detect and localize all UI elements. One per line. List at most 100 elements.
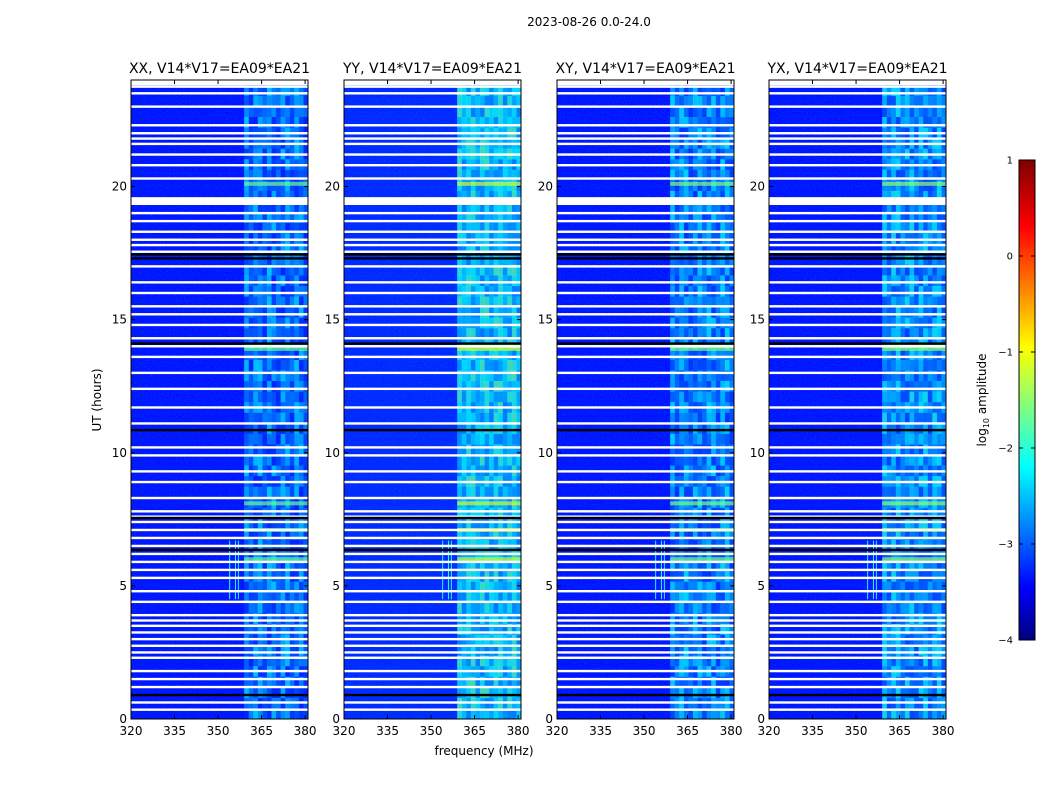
heatmap-cell: [294, 349, 300, 361]
heatmap-cell: [253, 254, 259, 266]
heatmap-cell: [900, 550, 906, 561]
heatmap-cell: [244, 307, 250, 318]
heatmap-cell: [248, 106, 254, 118]
heatmap-cell: [507, 676, 513, 688]
heatmap-cell: [498, 381, 504, 392]
heatmap-cell: [904, 285, 910, 297]
heatmap-cell: [891, 486, 897, 498]
heatmap-cell: [285, 328, 291, 340]
heatmap-cell: [679, 518, 685, 530]
flagged-row: [344, 470, 521, 473]
heatmap-cell: [516, 95, 522, 107]
flagged-row: [131, 281, 308, 284]
heatmap-cell: [248, 264, 254, 276]
heatmap-cell: [720, 550, 726, 561]
heatmap-cell: [507, 486, 513, 498]
heatmap-cell: [475, 560, 481, 572]
heatmap-cell: [670, 201, 676, 213]
heatmap-cell: [457, 307, 463, 318]
heatmap-cell: [475, 550, 481, 561]
heatmap-cell: [711, 433, 717, 445]
flagged-row: [344, 656, 521, 659]
heatmap-cell: [891, 296, 897, 308]
flagged-row: [557, 624, 734, 628]
heatmap-cell: [280, 201, 286, 213]
heatmap-cell: [886, 169, 892, 181]
heatmap-cell: [941, 264, 947, 276]
heatmap-cell: [914, 645, 919, 656]
heatmap-cell: [479, 243, 485, 255]
rfi-event: [670, 346, 734, 351]
heatmap-cell: [941, 370, 947, 382]
x-tick-label: 380: [294, 724, 317, 738]
heatmap-cell: [262, 391, 268, 403]
heatmap-cell: [276, 655, 281, 667]
rfi-event: [670, 557, 734, 562]
flagged-row: [131, 510, 308, 513]
flagged-row: [131, 177, 308, 180]
heatmap-cell: [276, 296, 281, 308]
heatmap-cell: [941, 169, 947, 181]
heatmap-cell: [457, 623, 463, 635]
heatmap-cell: [683, 106, 689, 118]
heatmap-cell: [470, 581, 476, 593]
heatmap-cell: [679, 550, 685, 561]
heatmap-cell: [461, 423, 467, 435]
heatmap-cell: [886, 391, 892, 403]
heatmap-cell: [479, 307, 485, 318]
heatmap-cell: [294, 85, 300, 97]
heatmap-cell: [475, 370, 481, 382]
heatmap-cell: [724, 296, 730, 308]
heatmap-cell: [886, 507, 892, 519]
flagged-row: [344, 92, 521, 95]
heatmap-cell: [502, 296, 508, 308]
flagged-row: [769, 637, 946, 641]
heatmap-cell: [932, 708, 938, 720]
heatmap-cell: [479, 433, 485, 445]
heatmap-cell: [891, 264, 897, 276]
heatmap-cell: [511, 254, 517, 266]
heatmap-cell: [688, 486, 694, 498]
heatmap-cell: [941, 623, 947, 635]
heatmap-cell: [466, 370, 472, 382]
heatmap-cell: [511, 423, 517, 435]
heatmap-cell: [475, 655, 481, 667]
heatmap-cell: [507, 433, 513, 445]
heatmap-cell: [923, 359, 929, 371]
heatmap-cell: [289, 571, 295, 583]
heatmap-cell: [729, 571, 735, 583]
heatmap-cell: [253, 581, 259, 593]
heatmap-cell: [909, 85, 915, 97]
heatmap-cell: [679, 243, 685, 255]
heatmap-cell: [493, 264, 499, 276]
heatmap-cell: [484, 708, 490, 720]
flagged-row: [131, 651, 308, 654]
heatmap-cell: [461, 349, 467, 361]
flagged-row: [769, 669, 946, 673]
flagged-row: [557, 470, 734, 473]
heatmap-cell: [941, 190, 947, 202]
heatmap-cell: [470, 285, 476, 297]
heatmap-cell: [923, 201, 929, 213]
heatmap-cell: [298, 412, 304, 424]
heatmap-cell: [253, 423, 259, 435]
heatmap-cell: [516, 518, 522, 530]
heatmap-cell: [466, 592, 472, 604]
heatmap-cell: [502, 528, 508, 540]
rfi-event: [670, 501, 734, 506]
heatmap-cell: [244, 254, 250, 266]
heatmap-cell: [294, 423, 300, 435]
heatmap-cell: [729, 317, 735, 329]
heatmap-cell: [904, 454, 910, 466]
heatmap-cell: [711, 317, 717, 329]
heatmap-cell: [918, 95, 924, 107]
rfi-event: [457, 181, 521, 186]
heatmap-cell: [244, 423, 250, 435]
heatmap-cell: [692, 528, 698, 540]
flagged-row: [344, 624, 521, 628]
heatmap-cell: [271, 550, 277, 561]
heatmap-cell: [257, 296, 263, 308]
flagged-row: [769, 132, 946, 135]
heatmap-cell: [502, 359, 508, 371]
heatmap-cell: [276, 95, 281, 107]
